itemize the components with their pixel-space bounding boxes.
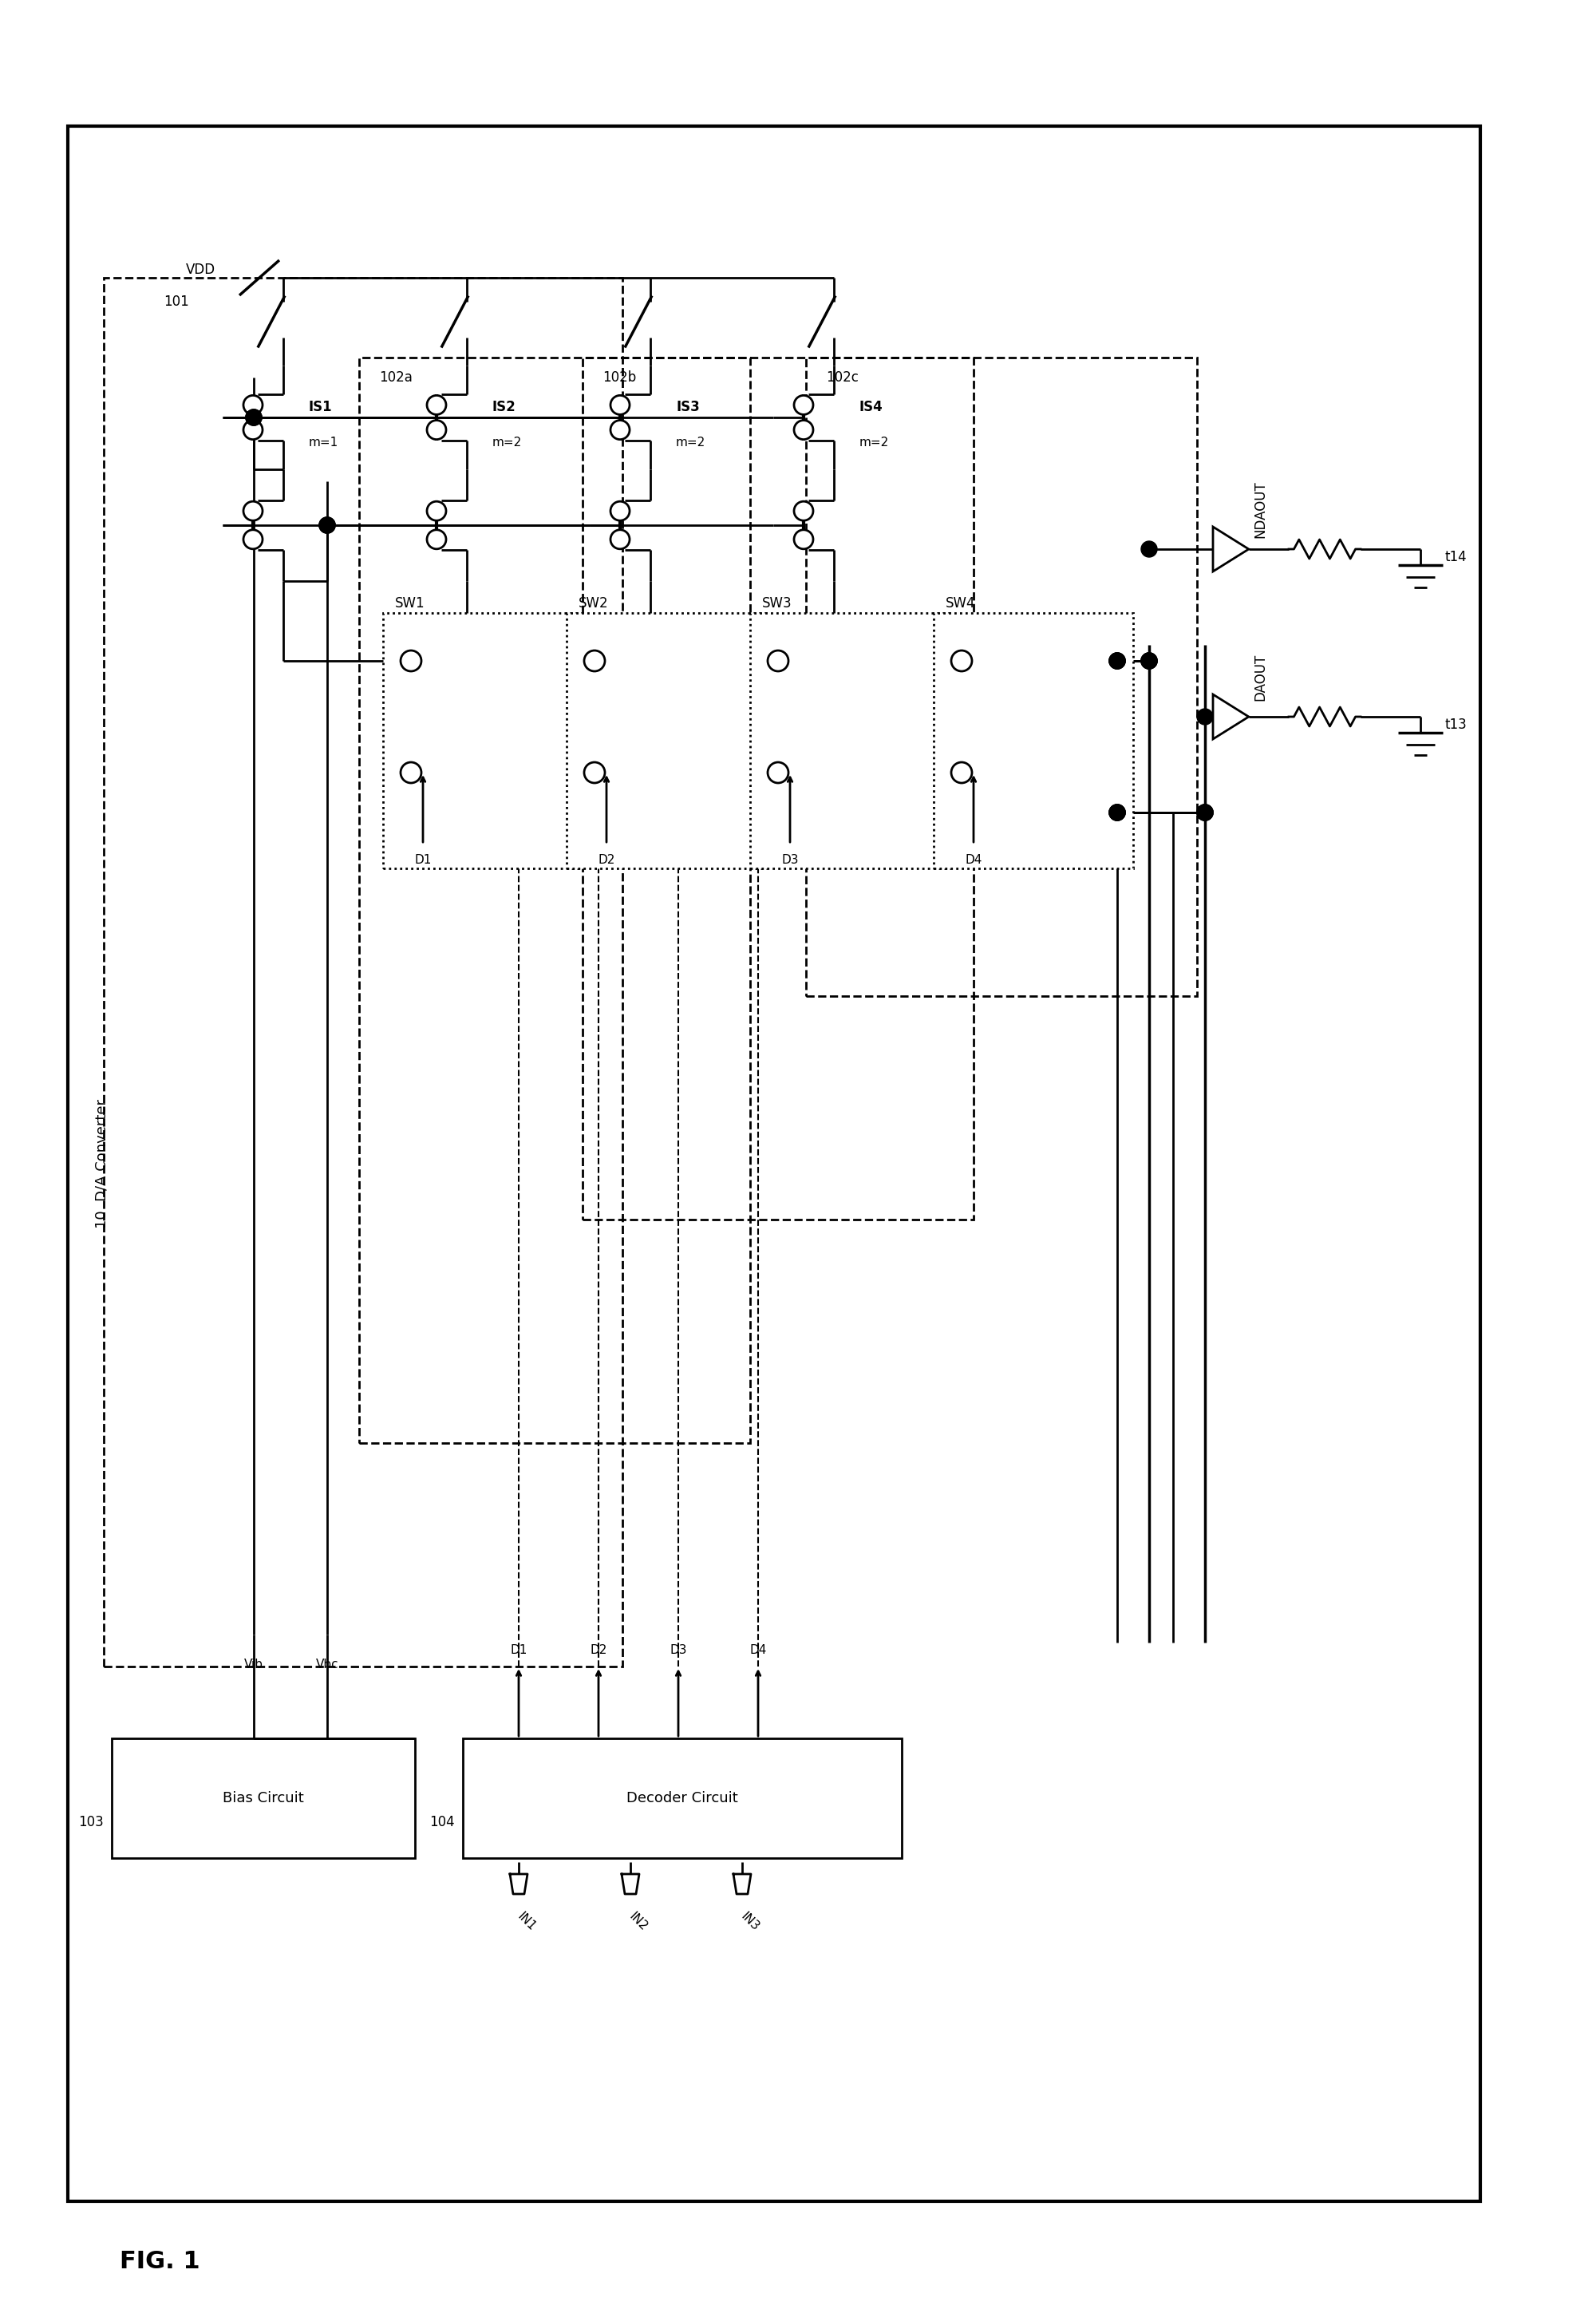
Circle shape xyxy=(1109,805,1125,822)
Circle shape xyxy=(610,529,629,550)
Text: Decoder Circuit: Decoder Circuit xyxy=(627,1792,737,1806)
Circle shape xyxy=(793,420,812,439)
Circle shape xyxy=(584,761,605,782)
Text: D3: D3 xyxy=(670,1646,686,1657)
Text: Bias Circuit: Bias Circuit xyxy=(223,1792,303,1806)
Circle shape xyxy=(246,408,262,425)
Circle shape xyxy=(793,529,812,550)
Text: IS2: IS2 xyxy=(492,399,516,413)
Text: SW4: SW4 xyxy=(946,596,975,610)
Text: t13: t13 xyxy=(1444,717,1467,731)
Circle shape xyxy=(1109,652,1125,668)
Circle shape xyxy=(428,395,447,415)
Text: VDD: VDD xyxy=(185,262,215,276)
Circle shape xyxy=(428,420,447,439)
Circle shape xyxy=(401,650,421,671)
Circle shape xyxy=(1197,805,1213,822)
Circle shape xyxy=(428,501,447,520)
Text: 104: 104 xyxy=(429,1815,455,1829)
Text: Vbc: Vbc xyxy=(316,1660,338,1671)
Text: IN3: IN3 xyxy=(739,1910,761,1933)
Circle shape xyxy=(246,408,262,425)
Text: NDAOUT: NDAOUT xyxy=(1253,480,1267,538)
Text: 102a: 102a xyxy=(380,371,412,385)
Circle shape xyxy=(951,650,972,671)
Circle shape xyxy=(610,420,629,439)
Circle shape xyxy=(1197,805,1213,822)
Circle shape xyxy=(243,395,262,415)
Circle shape xyxy=(793,395,812,415)
Circle shape xyxy=(1197,805,1213,822)
Bar xyxy=(112,1738,415,1859)
Text: FIG. 1: FIG. 1 xyxy=(120,2249,200,2272)
Circle shape xyxy=(1197,805,1213,822)
Text: D4: D4 xyxy=(966,854,982,866)
Text: m=2: m=2 xyxy=(859,436,889,448)
Bar xyxy=(806,357,1197,996)
Text: m=2: m=2 xyxy=(677,436,705,448)
Text: 10  D/A Converter: 10 D/A Converter xyxy=(96,1100,109,1228)
Circle shape xyxy=(1109,805,1125,822)
Circle shape xyxy=(319,518,335,534)
Circle shape xyxy=(1197,708,1213,724)
Circle shape xyxy=(243,420,262,439)
Bar xyxy=(383,613,583,868)
Bar xyxy=(359,357,750,1444)
Text: IN1: IN1 xyxy=(516,1910,538,1933)
Text: 102b: 102b xyxy=(603,371,637,385)
Text: IS1: IS1 xyxy=(308,399,332,413)
Circle shape xyxy=(246,408,262,425)
Text: SW2: SW2 xyxy=(578,596,608,610)
Text: D4: D4 xyxy=(750,1646,766,1657)
Circle shape xyxy=(1141,652,1157,668)
Bar xyxy=(934,613,1133,868)
Circle shape xyxy=(793,501,812,520)
Circle shape xyxy=(1109,805,1125,822)
Text: D2: D2 xyxy=(591,1646,606,1657)
Text: D1: D1 xyxy=(511,1646,527,1657)
Circle shape xyxy=(584,650,605,671)
Circle shape xyxy=(401,761,421,782)
Text: D1: D1 xyxy=(415,854,431,866)
Text: m=1: m=1 xyxy=(308,436,338,448)
Circle shape xyxy=(768,761,788,782)
Bar xyxy=(583,357,974,1219)
Bar xyxy=(463,1738,902,1859)
Circle shape xyxy=(1141,652,1157,668)
Circle shape xyxy=(1141,652,1157,668)
Circle shape xyxy=(1141,541,1157,557)
Circle shape xyxy=(1141,652,1157,668)
Circle shape xyxy=(610,501,629,520)
Circle shape xyxy=(319,518,335,534)
Circle shape xyxy=(1109,805,1125,822)
Text: DAOUT: DAOUT xyxy=(1253,652,1267,701)
Text: IN2: IN2 xyxy=(627,1910,650,1933)
Circle shape xyxy=(243,529,262,550)
Text: 102c: 102c xyxy=(827,371,859,385)
Text: Vib: Vib xyxy=(244,1660,263,1671)
Circle shape xyxy=(768,650,788,671)
Bar xyxy=(67,125,1481,2200)
Text: m=2: m=2 xyxy=(492,436,522,448)
Text: IS4: IS4 xyxy=(859,399,883,413)
Text: t14: t14 xyxy=(1444,550,1467,564)
Circle shape xyxy=(243,501,262,520)
Text: D2: D2 xyxy=(598,854,614,866)
Text: 101: 101 xyxy=(163,295,188,309)
Circle shape xyxy=(610,395,629,415)
Circle shape xyxy=(951,761,972,782)
Text: D3: D3 xyxy=(782,854,798,866)
Circle shape xyxy=(1109,652,1125,668)
Text: IS3: IS3 xyxy=(677,399,699,413)
Bar xyxy=(104,279,622,1666)
Circle shape xyxy=(428,529,447,550)
Circle shape xyxy=(1109,652,1125,668)
Bar xyxy=(567,613,766,868)
Circle shape xyxy=(1109,652,1125,668)
Circle shape xyxy=(319,518,335,534)
Text: SW1: SW1 xyxy=(396,596,425,610)
Bar xyxy=(750,613,950,868)
Text: 103: 103 xyxy=(78,1815,104,1829)
Text: SW3: SW3 xyxy=(763,596,792,610)
